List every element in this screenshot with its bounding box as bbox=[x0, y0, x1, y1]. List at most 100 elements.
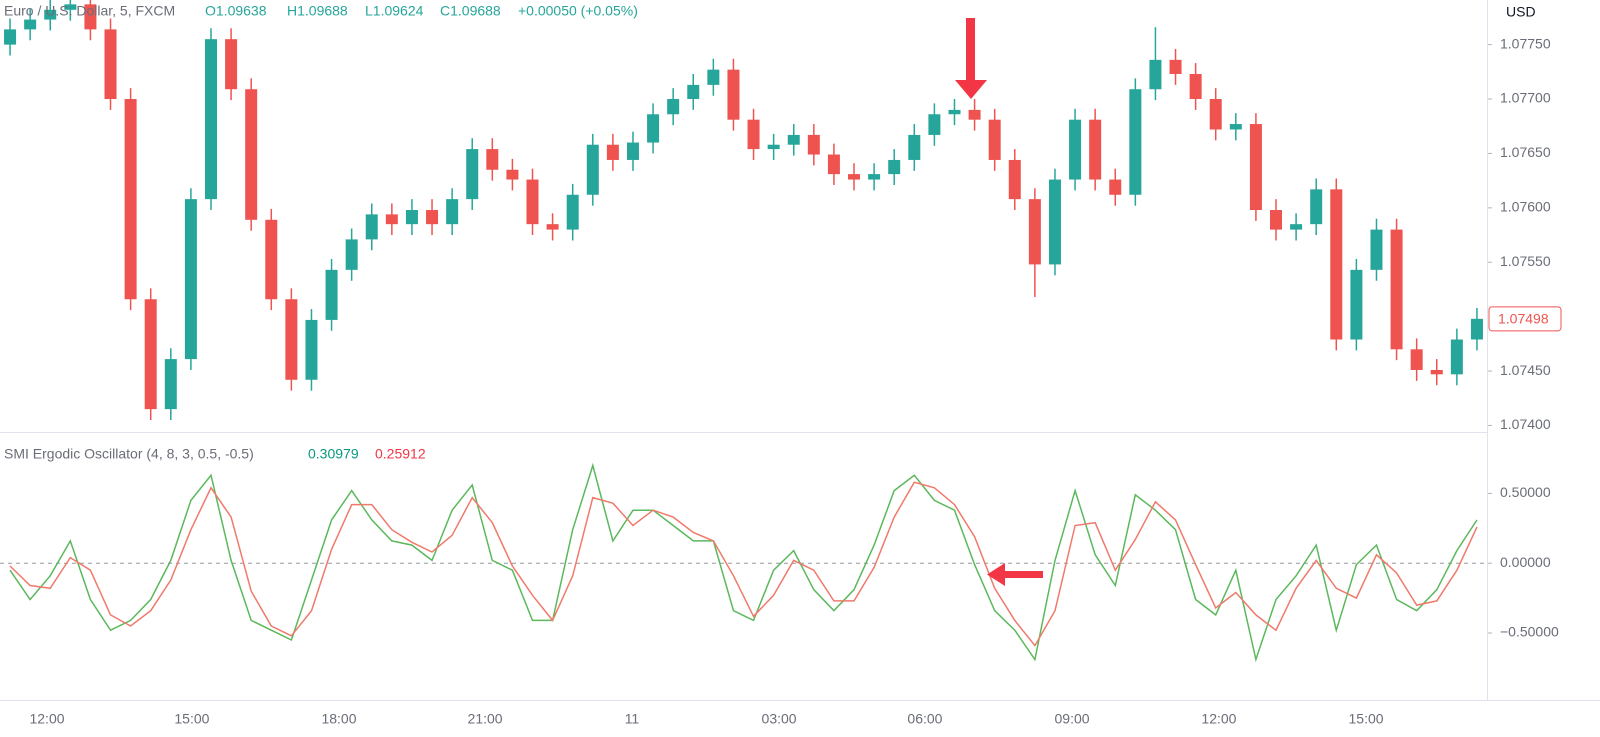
oscillator-pane bbox=[0, 462, 1487, 663]
candle-body bbox=[405, 210, 418, 225]
candle-body bbox=[1450, 339, 1463, 375]
y-tick-label: 1.07700 bbox=[1500, 90, 1551, 106]
candle-body bbox=[546, 224, 559, 230]
candle-body bbox=[265, 219, 278, 300]
candle-body bbox=[1008, 159, 1021, 200]
candle-body bbox=[325, 269, 338, 320]
candle-body bbox=[948, 109, 961, 115]
candle-body bbox=[1149, 59, 1162, 90]
candle-body bbox=[1310, 189, 1323, 225]
candle-body bbox=[848, 174, 861, 180]
candle-body bbox=[807, 134, 820, 155]
candle-body bbox=[24, 19, 37, 30]
candle-body bbox=[687, 84, 700, 100]
candle-body bbox=[1350, 269, 1363, 340]
candle-body bbox=[1290, 224, 1303, 230]
candle-body bbox=[526, 179, 539, 225]
x-tick-label: 12:00 bbox=[29, 711, 64, 727]
candle-body bbox=[385, 214, 398, 225]
x-tick-label: 11 bbox=[625, 711, 640, 727]
y-tick-label: 1.07750 bbox=[1500, 35, 1551, 51]
candle-body bbox=[164, 359, 177, 410]
candle-body bbox=[144, 299, 157, 410]
candle-body bbox=[225, 39, 238, 90]
candle-body bbox=[1390, 229, 1403, 350]
ohlc-close: C1.09688 bbox=[440, 3, 501, 19]
x-tick-label: 18:00 bbox=[321, 711, 356, 727]
candle-body bbox=[928, 114, 941, 135]
candle-body bbox=[908, 134, 921, 160]
x-tick-label: 12:00 bbox=[1201, 711, 1236, 727]
candle-body bbox=[1330, 189, 1343, 340]
y-tick-label: 1.07550 bbox=[1500, 253, 1551, 269]
x-tick-label: 21:00 bbox=[468, 711, 503, 727]
candle-body bbox=[285, 299, 298, 380]
candle-body bbox=[466, 149, 479, 200]
y-tick-label: 1.07600 bbox=[1500, 199, 1551, 215]
candle-body bbox=[345, 239, 358, 270]
candle-body bbox=[1028, 199, 1041, 265]
candle-body bbox=[124, 99, 137, 300]
candle-body bbox=[767, 144, 780, 150]
x-tick-label: 09:00 bbox=[1055, 711, 1090, 727]
currency: USD bbox=[1506, 4, 1536, 20]
candle-body bbox=[727, 69, 740, 120]
x-tick-label: 15:00 bbox=[1349, 711, 1384, 727]
candle-body bbox=[1209, 99, 1222, 130]
legend-value: 0.25912 bbox=[375, 446, 426, 462]
candle-body bbox=[888, 159, 901, 175]
candle-body bbox=[1270, 210, 1283, 230]
candle-body bbox=[606, 144, 619, 160]
y-tick-label: 1.07450 bbox=[1500, 362, 1551, 378]
candle-body bbox=[446, 199, 459, 225]
candle-body bbox=[104, 29, 117, 100]
candle-body bbox=[1370, 229, 1383, 270]
candle-body bbox=[1089, 119, 1102, 180]
ohlc-low: L1.09624 bbox=[365, 3, 424, 19]
candle-body bbox=[1410, 349, 1423, 370]
candle-body bbox=[204, 39, 217, 200]
legend-value: 0.30979 bbox=[308, 446, 359, 462]
candle-body bbox=[4, 29, 17, 45]
candle-body bbox=[1430, 369, 1443, 375]
candle-body bbox=[1048, 179, 1061, 265]
annotation-arrow-down bbox=[955, 18, 987, 99]
candle-body bbox=[1169, 59, 1182, 74]
candle-body bbox=[1189, 73, 1202, 100]
y-tick-label: 0.00000 bbox=[1500, 554, 1551, 570]
candle-body bbox=[1129, 89, 1142, 195]
candle-body bbox=[64, 4, 77, 10]
candle-body bbox=[827, 154, 840, 175]
last-price-box bbox=[1488, 306, 1562, 332]
axes: 1.07750 1.07700 1.07650 1.07600 1.07550 1.074… bbox=[29, 35, 1562, 727]
x-tick-label: 03:00 bbox=[762, 711, 797, 727]
candle-body bbox=[586, 144, 599, 195]
candle-body bbox=[868, 174, 881, 180]
candle-body bbox=[747, 119, 760, 150]
candle-body bbox=[1229, 124, 1242, 130]
y-tick-label: −0.50000 bbox=[1500, 624, 1559, 640]
indicator-title: SMI Ergodic Oscillator (4, 8, 3, 0.5, -0… bbox=[4, 446, 254, 462]
candle-body bbox=[1249, 124, 1262, 211]
x-tick-label: 15:00 bbox=[174, 711, 209, 727]
candle-body bbox=[305, 319, 318, 380]
symbol-title: Euro / U.S. Dollar, 5, FXCM bbox=[4, 3, 175, 19]
y-tick-label: 1.07650 bbox=[1500, 144, 1551, 160]
ohlc-high: H1.09688 bbox=[287, 3, 348, 19]
oscillator-line bbox=[9, 481, 1478, 647]
x-tick-label: 06:00 bbox=[907, 711, 942, 727]
y-tick-label: 1.07400 bbox=[1500, 416, 1551, 432]
candle-body bbox=[506, 169, 519, 180]
candle-body bbox=[44, 9, 57, 20]
last-price-label: 1.07498 bbox=[1498, 311, 1549, 327]
candle-body bbox=[667, 99, 680, 115]
candle-body bbox=[626, 142, 639, 160]
candle-body bbox=[968, 109, 981, 120]
candle-body bbox=[365, 214, 378, 240]
price-pane bbox=[4, 0, 1483, 421]
candle-body bbox=[647, 114, 660, 143]
candle-body bbox=[1470, 318, 1483, 340]
candle-body bbox=[787, 134, 800, 145]
